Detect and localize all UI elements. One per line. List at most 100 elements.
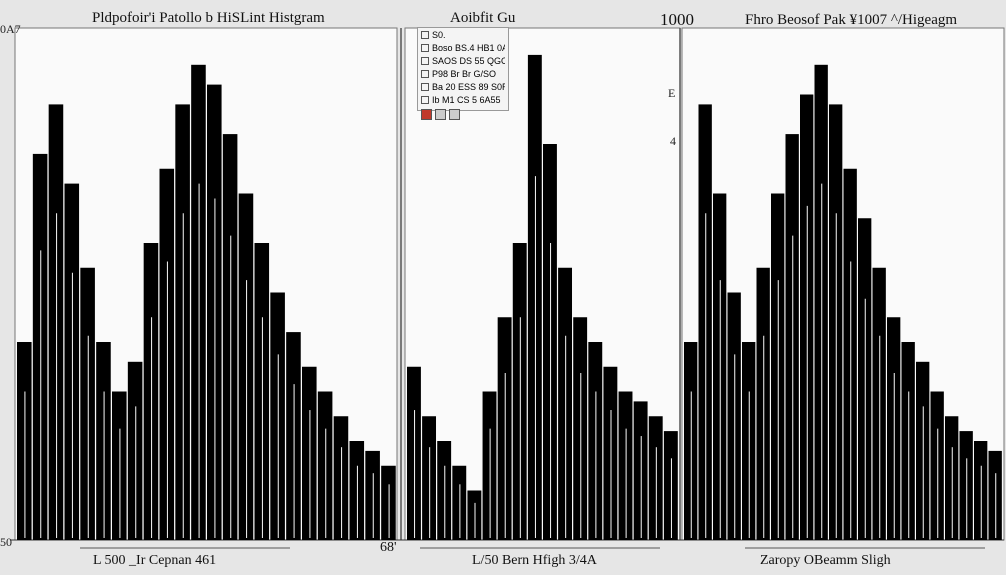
legend-row-label: Ib M1 CS 5 6A55 <box>432 94 501 105</box>
histogram-bar <box>32 153 48 540</box>
bars-left-panel <box>17 64 396 541</box>
legend-row-label: Ba 20 ESS 89 S0RB <box>432 81 505 92</box>
legend-checkbox[interactable] <box>421 56 429 65</box>
legend-panel: S0. Boso BS.4 HB1 0A SAOS DS 55 QGOD P98 Br… <box>417 27 509 120</box>
legend-row-label: SAOS DS 55 QGOD <box>432 55 505 66</box>
histogram-bar <box>64 183 80 540</box>
legend-row[interactable]: Ib M1 CS 5 6A55 <box>418 93 508 106</box>
histogram-bar <box>80 267 95 540</box>
histogram-bar <box>159 168 175 540</box>
bottom-label-left: L 500 _Ir Cepnan 461 <box>93 553 217 568</box>
legend-checkbox[interactable] <box>421 69 429 78</box>
histogram-bar <box>175 104 190 541</box>
histogram-bar <box>512 243 527 540</box>
histogram-bar <box>317 391 333 540</box>
legend-checkbox[interactable] <box>421 82 429 91</box>
legend-row[interactable]: SAOS DS 55 QGOD <box>418 54 508 67</box>
histogram-bar <box>814 64 828 541</box>
histogram-bar <box>684 342 698 540</box>
histogram-bar <box>191 64 206 541</box>
histogram-bar <box>843 168 857 540</box>
legend-row-label: S0. <box>432 29 446 40</box>
histogram-bar <box>633 401 648 540</box>
histogram-bar <box>974 441 988 540</box>
histogram-bar <box>437 441 452 540</box>
histogram-bar <box>771 193 785 540</box>
histogram-bar <box>916 361 930 540</box>
histogram-bar <box>407 366 421 540</box>
legend-tool-button[interactable] <box>435 109 446 120</box>
histogram-bar <box>945 416 959 540</box>
right-axis-top-label: E <box>668 86 676 100</box>
left-axis-top-label: 0A7 <box>0 22 21 36</box>
histogram-bar <box>254 243 270 540</box>
histogram-bar <box>727 292 741 540</box>
histogram-bar <box>96 342 111 540</box>
histogram-bar <box>930 391 944 540</box>
legend-row[interactable]: Boso BS.4 HB1 0A <box>418 41 508 54</box>
legend-checkbox[interactable] <box>421 43 429 52</box>
histogram-bar <box>143 243 159 540</box>
histogram-bar <box>452 465 467 540</box>
histogram-bar <box>349 441 365 540</box>
histogram-bar <box>381 465 396 540</box>
histogram-bar <box>858 218 872 540</box>
histogram-bar <box>558 267 573 540</box>
center-chart-title: Aoibfit Gu <box>450 10 516 26</box>
histogram-bar <box>618 391 633 540</box>
bottom-label-center: L/50 Bern Hfigh 3/4A <box>472 553 597 568</box>
bottom-label-left-marker: 68' <box>380 540 397 555</box>
histogram-bar <box>270 292 285 540</box>
legend-tool-button[interactable] <box>449 109 460 120</box>
bars-center-panel <box>407 54 678 541</box>
histogram-bar <box>527 54 542 541</box>
legend-row-label: Boso BS.4 HB1 0A <box>432 42 505 53</box>
histogram-bar <box>286 332 301 540</box>
histogram-bar <box>872 267 886 540</box>
histogram-bar <box>467 490 482 540</box>
histogram-bar <box>713 193 727 540</box>
left-chart-title: Pldpofoir'i Patollo b HiSLint Histgram <box>92 10 325 26</box>
histogram-bar <box>800 94 814 540</box>
legend-row[interactable]: P98 Br Br G/SO <box>418 67 508 80</box>
histogram-bar <box>543 144 557 540</box>
histogram-bar <box>756 267 770 540</box>
right-chart-title: Fhro Beosof Pak ¥1007 ^/Higeagm <box>745 12 958 28</box>
histogram-bar <box>603 366 618 540</box>
histogram-bar <box>497 317 512 540</box>
histogram-bar <box>207 84 222 540</box>
legend-row[interactable]: Ba 20 ESS 89 S0RB <box>418 80 508 93</box>
right-number-label: 1000 <box>660 10 694 29</box>
histogram-bar <box>785 134 799 540</box>
histogram-bar <box>829 104 843 541</box>
legend-row[interactable]: S0. <box>418 28 508 41</box>
histogram-bar <box>742 342 756 540</box>
legend-checkbox[interactable] <box>421 30 429 39</box>
histogram-bar <box>663 431 678 540</box>
histogram-bar <box>112 391 127 540</box>
legend-row-label: P98 Br Br G/SO <box>432 68 497 79</box>
histogram-bar <box>988 450 1002 540</box>
histogram-bar <box>901 342 915 540</box>
histogram-bar <box>698 104 712 541</box>
right-axis-mid-label: 4 <box>670 134 676 148</box>
histogram-bar <box>959 431 973 540</box>
legend-checkbox[interactable] <box>421 95 429 104</box>
bars-right-panel <box>684 64 1002 541</box>
histogram-bar <box>48 104 64 541</box>
histogram-bar <box>588 342 603 540</box>
histogram-bar <box>333 416 349 540</box>
left-axis-bottom-label: 50 <box>0 535 12 549</box>
bottom-label-right: Zaropy OBeamm Sligh <box>760 553 891 568</box>
histogram-bar <box>887 317 901 540</box>
histogram-bar <box>422 416 437 540</box>
histogram-bar <box>482 391 497 540</box>
histogram-bar <box>238 193 254 540</box>
histogram-bar <box>573 317 588 540</box>
histogram-bar <box>302 366 317 540</box>
legend-color-swatch[interactable] <box>421 109 432 120</box>
histogram-bar <box>127 361 143 540</box>
histogram-bar <box>365 450 380 540</box>
histogram-bar <box>17 342 32 540</box>
